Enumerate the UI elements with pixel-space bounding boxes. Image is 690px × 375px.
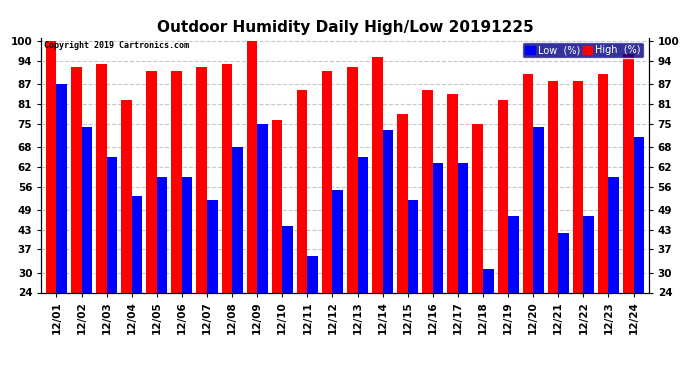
Bar [548,81,558,372]
Bar [408,200,418,372]
Bar [157,177,168,372]
Bar [598,74,609,372]
Bar [383,130,393,372]
Bar [132,196,142,372]
Bar [357,157,368,372]
Bar [458,164,469,372]
Bar [633,137,644,372]
Title: Outdoor Humidity Daily High/Low 20191225: Outdoor Humidity Daily High/Low 20191225 [157,20,533,35]
Bar [57,84,67,372]
Bar [107,157,117,372]
Bar [483,269,493,372]
Bar [522,74,533,372]
Bar [282,226,293,372]
Bar [609,177,619,372]
Bar [333,190,343,372]
Bar [433,164,444,372]
Bar [96,64,107,372]
Bar [508,216,519,372]
Bar [171,70,182,372]
Bar [497,100,508,372]
Bar [573,81,583,372]
Bar [623,54,633,372]
Bar [297,90,307,372]
Bar [121,100,132,372]
Bar [207,200,217,372]
Text: Copyright 2019 Cartronics.com: Copyright 2019 Cartronics.com [44,41,190,50]
Bar [182,177,193,372]
Bar [473,124,483,372]
Bar [372,57,383,372]
Bar [257,124,268,372]
Bar [221,64,232,372]
Bar [533,127,544,372]
Legend: Low  (%), High  (%): Low (%), High (%) [522,42,644,58]
Bar [246,41,257,372]
Bar [583,216,594,372]
Bar [46,41,57,372]
Bar [347,67,357,372]
Bar [71,67,81,372]
Bar [307,256,318,372]
Bar [81,127,92,372]
Bar [322,70,333,372]
Bar [272,120,282,372]
Bar [447,94,458,372]
Bar [558,233,569,372]
Bar [146,70,157,372]
Bar [397,114,408,372]
Bar [232,147,243,372]
Bar [422,90,433,372]
Bar [197,67,207,372]
